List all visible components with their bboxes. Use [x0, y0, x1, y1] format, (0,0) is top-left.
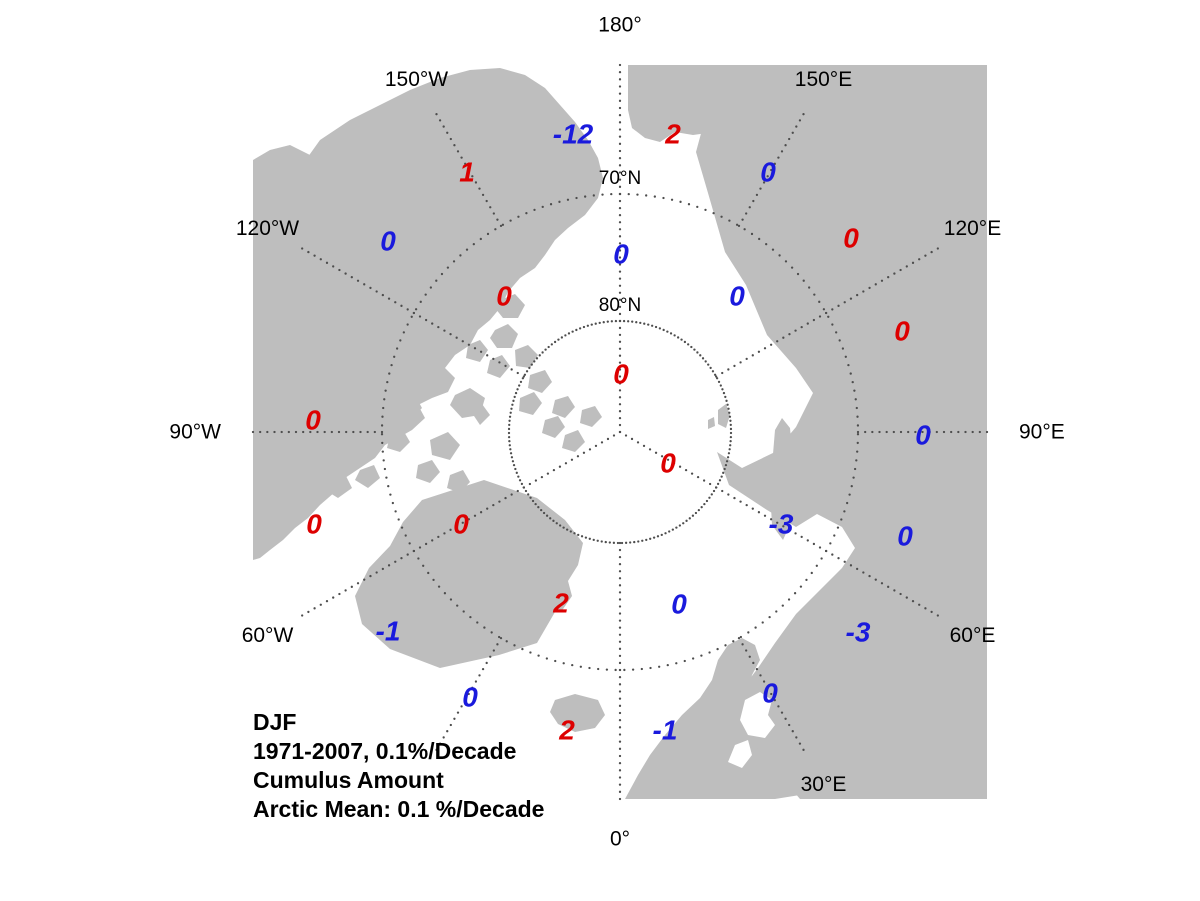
svg-text:0: 0 [671, 589, 687, 620]
svg-text:0°: 0° [610, 828, 630, 851]
svg-text:2: 2 [664, 119, 681, 150]
svg-text:0: 0 [305, 405, 321, 436]
svg-text:60°W: 60°W [242, 624, 294, 647]
svg-text:30°E: 30°E [801, 773, 847, 796]
svg-text:0: 0 [660, 448, 676, 479]
svg-text:0: 0 [729, 281, 745, 312]
svg-text:0: 0 [762, 678, 778, 709]
svg-text:0: 0 [453, 509, 469, 540]
svg-text:180°: 180° [598, 14, 641, 37]
svg-text:0: 0 [613, 359, 629, 390]
svg-text:80°N: 80°N [599, 295, 641, 316]
svg-text:0: 0 [496, 281, 512, 312]
svg-text:2: 2 [552, 588, 569, 619]
svg-text:90°W: 90°W [169, 421, 221, 444]
svg-text:70°N: 70°N [599, 168, 641, 189]
svg-text:150°W: 150°W [385, 68, 448, 91]
svg-text:0: 0 [894, 316, 910, 347]
svg-text:2: 2 [558, 715, 575, 746]
svg-text:0: 0 [843, 223, 859, 254]
svg-text:0: 0 [613, 239, 629, 270]
svg-text:0: 0 [462, 682, 478, 713]
svg-text:120°W: 120°W [236, 217, 299, 240]
svg-text:60°E: 60°E [950, 624, 996, 647]
svg-text:0: 0 [306, 509, 322, 540]
svg-text:-1: -1 [376, 616, 401, 647]
svg-text:0: 0 [915, 420, 931, 451]
svg-text:-3: -3 [769, 509, 794, 540]
svg-text:-1: -1 [653, 715, 678, 746]
svg-text:-12: -12 [553, 119, 594, 150]
svg-text:0: 0 [380, 226, 396, 257]
svg-text:150°E: 150°E [795, 68, 852, 91]
svg-text:90°E: 90°E [1019, 421, 1065, 444]
svg-text:0: 0 [760, 157, 776, 188]
svg-text:1: 1 [459, 157, 475, 188]
svg-text:-3: -3 [846, 617, 871, 648]
svg-text:0: 0 [897, 521, 913, 552]
svg-text:120°E: 120°E [944, 217, 1001, 240]
